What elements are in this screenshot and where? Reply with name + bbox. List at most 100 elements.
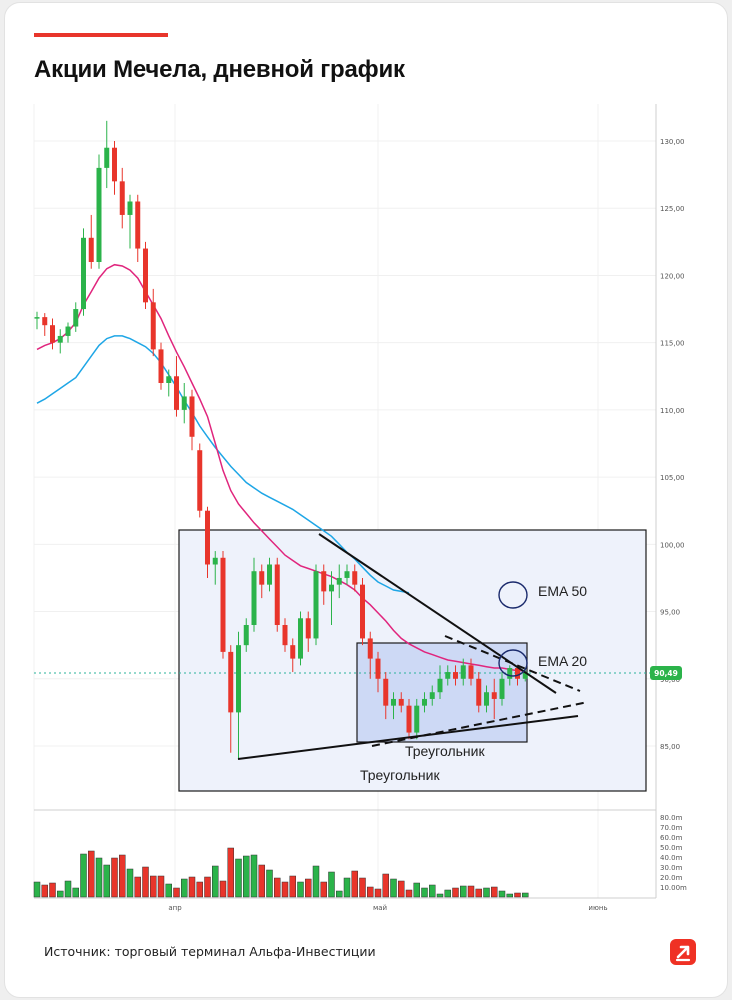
chart-title: Акции Мечела, дневной график bbox=[34, 56, 405, 83]
volume-tick-label: 80.0m bbox=[660, 814, 683, 822]
candle-body bbox=[119, 181, 125, 215]
volume-bar bbox=[305, 878, 312, 898]
volume-bar bbox=[405, 889, 413, 898]
candle-body bbox=[50, 325, 55, 343]
inner-lower-trendline bbox=[371, 701, 589, 747]
volume-bar bbox=[258, 864, 265, 898]
time-tick-label: июнь bbox=[588, 904, 607, 912]
candle-body bbox=[267, 564, 272, 585]
time-tick-labels: апр май июнь bbox=[168, 904, 607, 912]
candle-body bbox=[236, 645, 241, 713]
volume-bar bbox=[95, 857, 103, 898]
candle-body bbox=[507, 668, 513, 679]
price-tick-label: 105,00 bbox=[660, 474, 685, 482]
price-tick-label: 120,00 bbox=[660, 272, 685, 280]
volume-bar bbox=[390, 878, 397, 898]
volume-bar bbox=[57, 890, 64, 898]
volume-bar bbox=[398, 880, 405, 898]
candle-body bbox=[212, 557, 218, 565]
candle-body bbox=[499, 678, 505, 699]
accent-bar bbox=[34, 33, 168, 37]
candle-body bbox=[174, 376, 179, 410]
price-tick-labels: 130,00 125,00 120,00 115,00 110,00 105,00 100,… bbox=[660, 138, 685, 751]
volume-bar bbox=[483, 887, 490, 898]
volume-bar bbox=[336, 890, 343, 898]
candle-body bbox=[460, 665, 466, 679]
volume-tick-label: 70.0m bbox=[660, 824, 683, 832]
candle-body bbox=[422, 698, 427, 706]
candle-body bbox=[484, 692, 489, 706]
candle-body bbox=[104, 147, 110, 168]
candle-body bbox=[274, 564, 280, 625]
volume-bar bbox=[289, 875, 296, 898]
candle-body bbox=[491, 692, 497, 699]
inner-upper-trendline bbox=[444, 635, 581, 692]
volume-bar bbox=[514, 892, 521, 898]
ema20-group bbox=[36, 263, 526, 672]
candle-body bbox=[515, 668, 520, 679]
volume-bar bbox=[367, 886, 374, 898]
candle-body bbox=[336, 577, 342, 585]
volume-bar bbox=[460, 885, 467, 898]
candle-body bbox=[414, 705, 420, 733]
candle-body bbox=[65, 326, 71, 336]
volume-bar bbox=[281, 881, 289, 898]
candle-body bbox=[406, 705, 412, 733]
price-tick-label: 110,00 bbox=[660, 407, 685, 415]
candle-body bbox=[352, 571, 358, 585]
candle-body bbox=[522, 672, 528, 679]
volume-bar bbox=[475, 888, 482, 898]
volume-bar bbox=[165, 883, 172, 898]
volume-bar bbox=[343, 877, 351, 898]
price-tick-label: 130,00 bbox=[660, 138, 685, 146]
volume-bar bbox=[72, 887, 79, 898]
upper-trendline bbox=[318, 533, 557, 694]
volume-bar bbox=[467, 885, 475, 898]
ema20-line bbox=[36, 263, 526, 672]
volume-bar bbox=[134, 876, 141, 898]
volume-bar bbox=[49, 882, 56, 898]
volume-tick-label: 60.0m bbox=[660, 834, 683, 842]
candle-body bbox=[150, 302, 156, 350]
volume-tick-labels: 80.0m 70.0m 60.0m 50.0m 40.0m 30.0m 20.0m 10.00… bbox=[660, 814, 687, 892]
volume-bar bbox=[41, 884, 48, 898]
time-tick-label: май bbox=[373, 904, 387, 912]
candle-body bbox=[243, 625, 249, 646]
volume-bars bbox=[33, 847, 529, 898]
candle-body bbox=[445, 672, 451, 679]
candle-body bbox=[398, 698, 404, 706]
candle-body bbox=[57, 335, 63, 343]
ema50-marker bbox=[498, 581, 528, 609]
candles bbox=[34, 120, 528, 760]
volume-bar bbox=[374, 888, 382, 898]
volume-bar bbox=[142, 866, 149, 898]
volume-bar bbox=[452, 887, 459, 898]
volume-tick-label: 50.0m bbox=[660, 844, 683, 852]
time-tick-label: апр bbox=[168, 904, 182, 912]
candle-body bbox=[259, 571, 265, 585]
volume-bar bbox=[88, 850, 95, 898]
volume-tick-label: 20.0m bbox=[660, 874, 683, 882]
volume-bar bbox=[250, 854, 258, 898]
volume-bar bbox=[491, 886, 498, 898]
volume-bar bbox=[33, 881, 41, 898]
candle-body bbox=[321, 571, 327, 592]
price-tick-label: 95,00 bbox=[660, 609, 680, 617]
volume-bar bbox=[444, 889, 451, 898]
candle-body bbox=[313, 571, 319, 639]
candle-body bbox=[251, 571, 257, 625]
volume-bar bbox=[436, 893, 444, 898]
volume-bar bbox=[157, 875, 165, 898]
volume-bar bbox=[413, 882, 420, 898]
last-price-value: 90,49 bbox=[654, 669, 678, 678]
candle-body bbox=[81, 237, 86, 310]
volume-bar bbox=[506, 893, 513, 898]
candle-body bbox=[360, 584, 365, 639]
candle-body bbox=[205, 510, 210, 565]
volume-tick-label: 30.0m bbox=[660, 864, 683, 872]
volume-bar bbox=[274, 877, 281, 898]
card bbox=[4, 2, 728, 998]
volume-bar bbox=[181, 878, 188, 898]
candle-body bbox=[344, 571, 350, 578]
